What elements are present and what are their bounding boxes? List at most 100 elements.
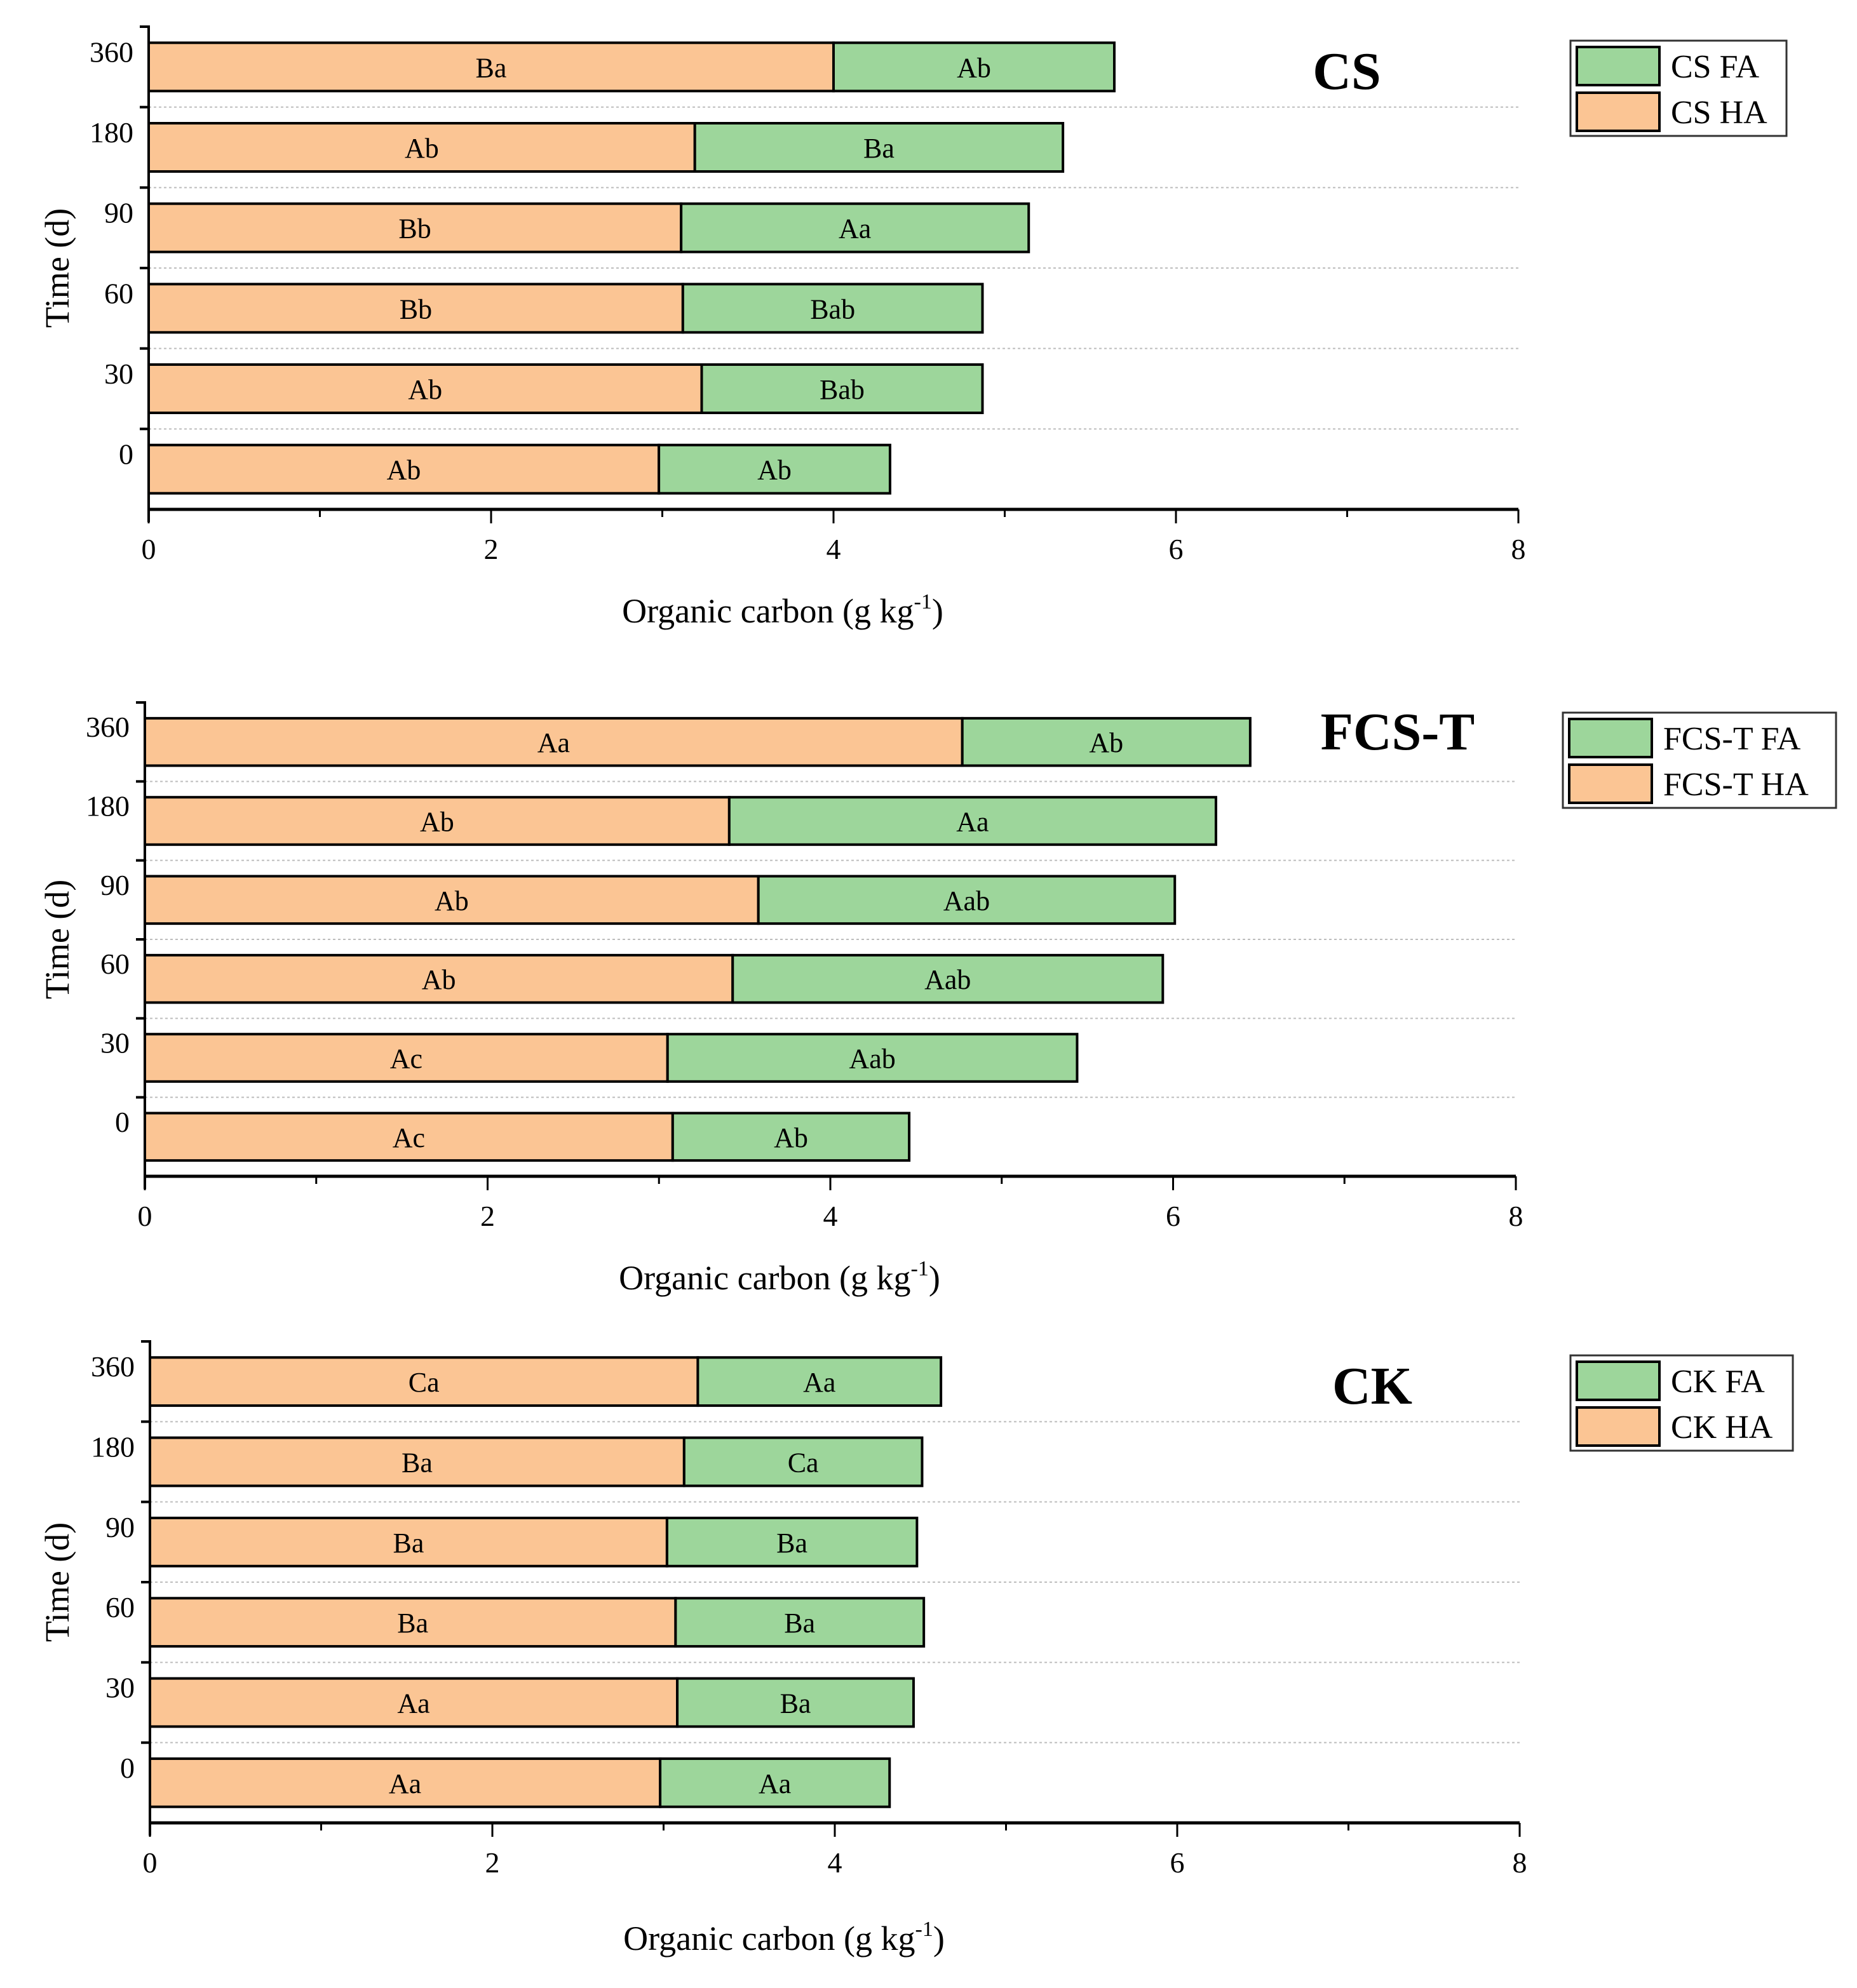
bar-label: Ab [1089,727,1123,758]
x-tick-label: 6 [1166,1200,1180,1232]
bar-label: Ac [390,1044,422,1075]
bar-fa-30 [666,1033,1079,1083]
bar-label: Bb [400,293,432,325]
bar-fa-90 [665,1516,919,1568]
legend: CK FA CK HA [1569,1354,1794,1452]
bar-fa-30 [700,363,984,414]
bar-ha-60 [147,283,684,334]
bar-fa-360 [696,1356,943,1407]
y-axis-title: Time (d) [38,208,76,328]
bar-label: Ab [435,885,469,917]
legend-swatch-ha [1568,763,1653,804]
bar-label: Ab [422,964,456,995]
x-tick-label: 8 [1513,1846,1527,1879]
x-tick-label: 2 [480,1200,495,1232]
bar-fa-0 [658,443,891,495]
y-tick-label: 30 [104,358,133,390]
x-axis-title-main: Organic carbon (g kg [619,1259,910,1297]
bar-label: Aa [389,1768,421,1799]
x-tick-label: 2 [484,533,499,565]
bar-label: Ba [863,133,895,164]
x-axis-title-end: ) [933,1919,945,1958]
bar-fa-90 [757,875,1177,925]
bar-label: Ab [405,133,439,164]
legend-swatch-fa [1568,718,1653,758]
bar-label: Ba [476,52,507,83]
y-tick-label: 90 [100,869,130,901]
bar-fa-180 [727,796,1217,846]
x-tick-label: 6 [1169,533,1184,565]
bar-label: Aab [849,1044,895,1075]
bar-fa-60 [681,283,984,334]
bar-fa-90 [680,202,1030,253]
x-axis-title-main: Organic carbon (g kg [622,592,914,630]
bar-fa-360 [832,41,1116,93]
x-axis-title: Organic carbon (g kg-1) [623,1917,945,1958]
y-axis-title: Time (d) [38,880,76,1000]
bar-ha-90 [147,202,683,253]
bar-fa-0 [671,1112,911,1162]
bar-label: Aa [839,213,871,245]
legend-swatch-fa [1576,46,1661,86]
panel-title: FCS-T [1321,702,1475,762]
bar-label: Aab [924,964,971,995]
x-axis-title: Organic carbon (g kg-1) [622,590,943,630]
y-tick-label: 180 [90,116,133,149]
legend-label: CK HA [1671,1409,1773,1446]
bar-label: Ca [409,1367,440,1398]
bar-label: Ca [788,1447,819,1479]
bar-label: Ab [408,374,442,405]
y-tick-label: 360 [86,711,130,743]
bar-ha-0 [149,1757,662,1808]
bar-label: Aab [943,885,990,917]
y-tick-label: 90 [105,1511,135,1543]
bar-label: Bb [398,213,431,245]
bar-label: Ba [776,1528,807,1559]
legend-swatch-ha [1576,1406,1661,1447]
bar-ha-180 [147,122,696,173]
bar-label: Aa [537,727,570,758]
bar-label: Bab [810,293,855,325]
panel-title: CS [1313,42,1381,101]
y-tick-label: 180 [91,1431,135,1463]
bar-label: Ab [387,455,421,486]
bar-label: Aa [803,1367,835,1398]
y-tick-label: 360 [90,36,133,68]
legend-swatch-ha [1576,91,1661,132]
bar-label: Aa [759,1768,791,1799]
bar-ha-0 [144,1112,674,1162]
x-axis-title-sup: -1 [915,1917,933,1941]
bar-label: Ba [397,1608,428,1639]
legend-swatch-fa [1576,1360,1661,1401]
y-tick-label: 60 [100,948,130,980]
bar-label: Bab [820,374,865,405]
bar-fa-180 [682,1436,924,1488]
legend: CS FA CS HA [1569,39,1788,137]
x-axis-title-main: Organic carbon (g kg [623,1919,915,1958]
y-tick-label: 30 [100,1027,130,1059]
x-tick-label: 4 [828,1846,842,1879]
chart-panel-ck: Aa Aa 0 Aa Ba 30 Ba Ba 60 Ba Ba 90 Ba Ca 180 Ca Aa 360 0 2 4… [38,1340,1794,1958]
bar-label: Ab [774,1122,808,1153]
bar-ha-360 [147,41,835,93]
x-tick-label: 6 [1170,1846,1185,1879]
x-axis-title-end: ) [929,1259,940,1297]
bar-label: Ab [957,52,991,83]
bar-fa-30 [676,1677,915,1728]
bar-label: Aa [397,1688,429,1719]
legend-label: FCS-T HA [1663,767,1809,803]
legend-label: CK FA [1671,1364,1765,1400]
bar-label: Ab [420,807,454,838]
panel-title: CK [1332,1357,1412,1416]
y-tick-label: 30 [105,1672,135,1704]
x-axis-title-sup: -1 [911,1257,929,1280]
y-tick-label: 60 [105,1591,135,1623]
y-tick-label: 0 [119,438,133,471]
bar-ha-180 [144,796,731,846]
y-tick-label: 60 [104,277,133,309]
bar-ha-60 [144,953,734,1004]
y-tick-label: 90 [104,197,133,229]
bar-ha-30 [144,1033,669,1083]
x-axis-title-sup: -1 [914,590,932,614]
